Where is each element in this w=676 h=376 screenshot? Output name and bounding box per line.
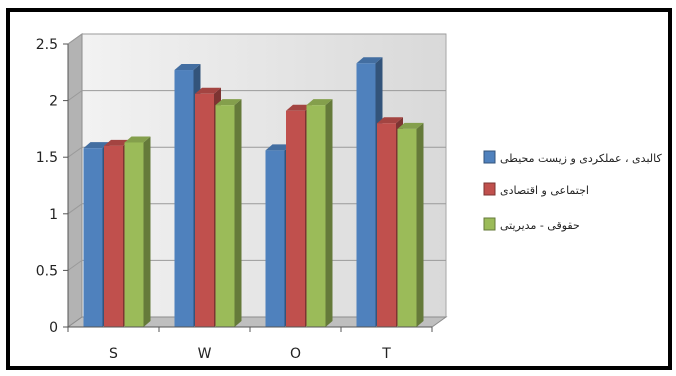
bar-side [234,99,242,328]
bar-top [83,142,110,149]
bar-top [215,99,242,106]
bar-top [397,122,424,129]
bar-top [356,57,383,64]
legend-swatch [483,182,496,196]
x-tick-label: S [109,346,118,362]
bar-front [83,148,103,327]
legend-entry-3: حقوقی - مدیریتی [483,217,580,232]
bar-front [306,105,326,328]
gridline [67,90,446,102]
bar-front [215,105,235,328]
y-tick-label: 1.5 [36,150,58,166]
legend-label: کالبدی ، عملکردی و زیست محیطی [500,152,662,165]
bar-front [377,123,396,328]
x-tick-label: O [290,346,301,362]
bar-front [286,110,305,328]
bar-S-series-3 [124,136,151,327]
bar-top [174,64,201,71]
y-tick-label: 2.5 [36,37,58,53]
bar-front [356,63,376,328]
bar-top [286,104,312,111]
legend-label: حقوقی - مدیریتی [500,219,580,232]
legend-swatch [483,150,496,164]
bar-W-series-3 [215,99,242,328]
legend-entry-2: اجتماعی و اقتصادی [483,182,589,197]
legend-label: اجتماعی و اقتصادی [500,184,589,197]
gridline [67,33,446,45]
y-tick-label: 2 [49,94,58,110]
bar-front [174,70,194,327]
bar-top [195,87,221,94]
bar-front [265,150,285,327]
bar-front [124,142,144,327]
y-tick-label: 1 [49,207,58,223]
bar-front [195,93,214,327]
bar-top [306,99,333,106]
bar-top [124,136,151,143]
y-tick-label: 0 [49,320,58,336]
bar-top [104,139,130,146]
bar-front [104,145,123,327]
x-tick-label: W [198,346,212,362]
x-tick-label: T [381,346,391,362]
bar-T-series-3 [397,122,424,328]
side-wall [67,33,83,328]
bar-side [143,136,151,327]
legend-entry-1: کالبدی ، عملکردی و زیست محیطی [483,150,662,165]
bar-side [325,99,333,328]
bar-O-series-3 [306,99,333,328]
y-tick-label: 0.5 [36,263,58,279]
bar-top [377,117,403,124]
bar-top [265,144,292,151]
bar-side [416,122,424,328]
legend-swatch [483,217,496,231]
bar-front [397,128,417,327]
